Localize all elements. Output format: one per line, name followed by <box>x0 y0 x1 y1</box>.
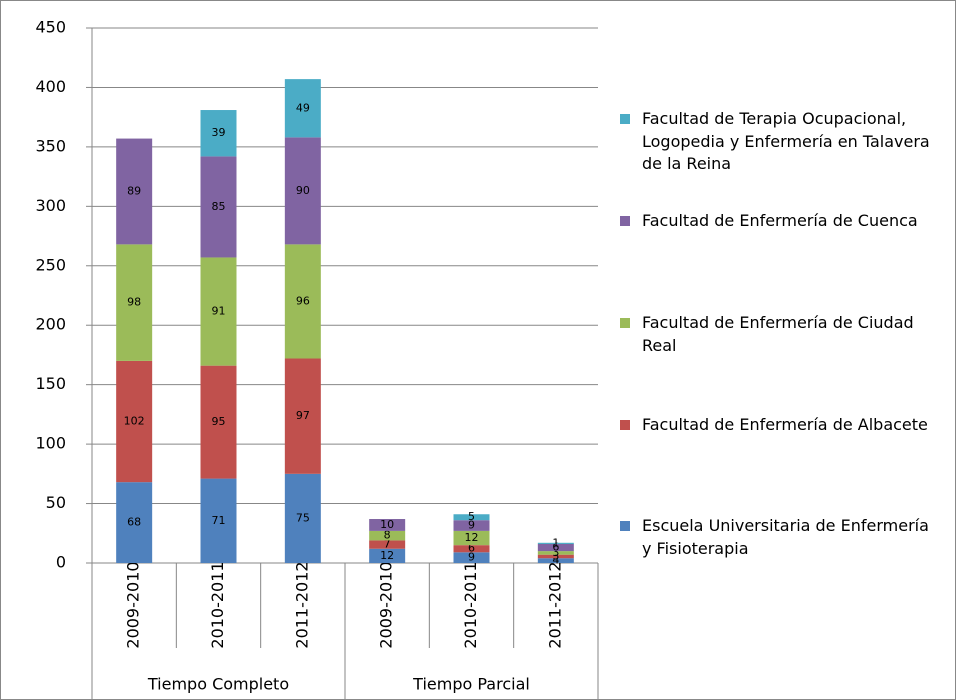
data-label: 49 <box>296 101 310 114</box>
bar-segment <box>284 79 321 138</box>
group-label: Tiempo Completo <box>147 675 289 694</box>
legend-item: Facultad de Enfermería de Ciudad Real <box>620 312 930 357</box>
bar-segment <box>116 244 153 361</box>
data-label: 12 <box>380 549 394 562</box>
data-label: 12 <box>465 531 479 544</box>
x-tick-label: 2010-2011 <box>461 561 480 648</box>
data-label: 39 <box>212 126 226 139</box>
x-tick-label: 2011-2012 <box>545 561 564 648</box>
bar-segment <box>453 552 490 563</box>
y-tick-label: 450 <box>35 18 66 37</box>
bar-segment <box>453 545 490 553</box>
data-label: 98 <box>127 296 141 309</box>
bar-segment <box>116 360 153 483</box>
legend-swatch <box>620 318 630 328</box>
legend-item: Facultad de Enfermería de Albacete <box>620 414 930 437</box>
data-label: 90 <box>296 184 310 197</box>
data-label: 5 <box>468 510 475 523</box>
data-label: 9 <box>468 519 475 532</box>
bar-segment <box>369 530 406 541</box>
data-label: 3 <box>552 546 559 559</box>
data-label: 68 <box>127 516 141 529</box>
legend-item: Facultad de Enfermería de Cuenca <box>620 210 930 233</box>
x-tick-label: 2011-2012 <box>292 561 311 648</box>
bar-segment <box>284 137 321 245</box>
bar-segment <box>200 156 237 258</box>
y-tick-label: 350 <box>35 136 66 155</box>
legend-label: Facultad de Enfermería de Ciudad Real <box>642 313 914 355</box>
bar-segment <box>200 365 237 479</box>
legend-item: Facultad de Terapia Ocupacional, Logoped… <box>620 108 930 176</box>
y-tick-label: 100 <box>35 434 66 453</box>
data-label: 95 <box>212 415 226 428</box>
legend-label: Facultad de Enfermería de Albacete <box>642 415 928 434</box>
y-tick-label: 400 <box>35 77 66 96</box>
bar-segment <box>284 473 321 563</box>
legend-label: Facultad de Enfermería de Cuenca <box>642 211 918 230</box>
bar-segment <box>453 520 490 531</box>
data-label: 75 <box>296 511 310 524</box>
bar-segment <box>200 478 237 563</box>
x-tick-label: 2009-2010 <box>124 561 143 648</box>
x-tick-label: 2010-2011 <box>208 561 227 648</box>
bar-segment <box>537 543 574 552</box>
bar-segment <box>537 551 574 555</box>
legend-label: Escuela Universitaria de Enfermería y Fi… <box>642 516 929 558</box>
data-label: 8 <box>384 529 391 542</box>
data-label: 9 <box>468 551 475 564</box>
bar-segment <box>116 482 153 563</box>
bar-segment <box>369 548 406 563</box>
bar-segment <box>369 519 406 531</box>
legend-swatch <box>620 216 630 226</box>
data-label: 7 <box>384 538 391 551</box>
data-label: 89 <box>127 184 141 197</box>
data-label: 85 <box>212 200 226 213</box>
x-tick-label: 2009-2010 <box>377 561 396 648</box>
group-label: Tiempo Parcial <box>412 675 530 694</box>
legend-swatch <box>620 521 630 531</box>
bar-segment <box>116 138 153 245</box>
y-tick-label: 200 <box>35 315 66 334</box>
bar-segment <box>200 110 237 157</box>
legend-swatch <box>620 114 630 124</box>
bar-segment <box>284 358 321 474</box>
data-label: 6 <box>552 541 559 554</box>
y-tick-label: 300 <box>35 196 66 215</box>
data-label: 4 <box>552 554 559 567</box>
data-label: 91 <box>212 305 226 318</box>
y-tick-label: 250 <box>35 255 66 274</box>
bar-segment <box>284 244 321 359</box>
data-label: 3 <box>552 549 559 562</box>
data-label: 97 <box>296 409 310 422</box>
data-label: 96 <box>296 294 310 307</box>
bar-segment <box>537 558 574 563</box>
data-label: 6 <box>468 542 475 555</box>
data-label: 71 <box>212 514 226 527</box>
bar-segment <box>453 530 490 546</box>
bar-segment <box>453 514 490 521</box>
data-label: 102 <box>124 415 145 428</box>
bar-segment <box>200 257 237 366</box>
legend-item: Escuela Universitaria de Enfermería y Fi… <box>620 515 930 560</box>
bar-segment <box>537 554 574 559</box>
bar-segment <box>369 540 406 549</box>
bar-segment <box>537 542 574 544</box>
y-tick-label: 50 <box>46 493 66 512</box>
legend-label: Facultad de Terapia Ocupacional, Logoped… <box>642 109 930 173</box>
data-label: 10 <box>380 518 394 531</box>
data-label: 1 <box>552 536 559 549</box>
legend-swatch <box>620 420 630 430</box>
y-tick-label: 0 <box>56 553 66 572</box>
y-tick-label: 150 <box>35 374 66 393</box>
